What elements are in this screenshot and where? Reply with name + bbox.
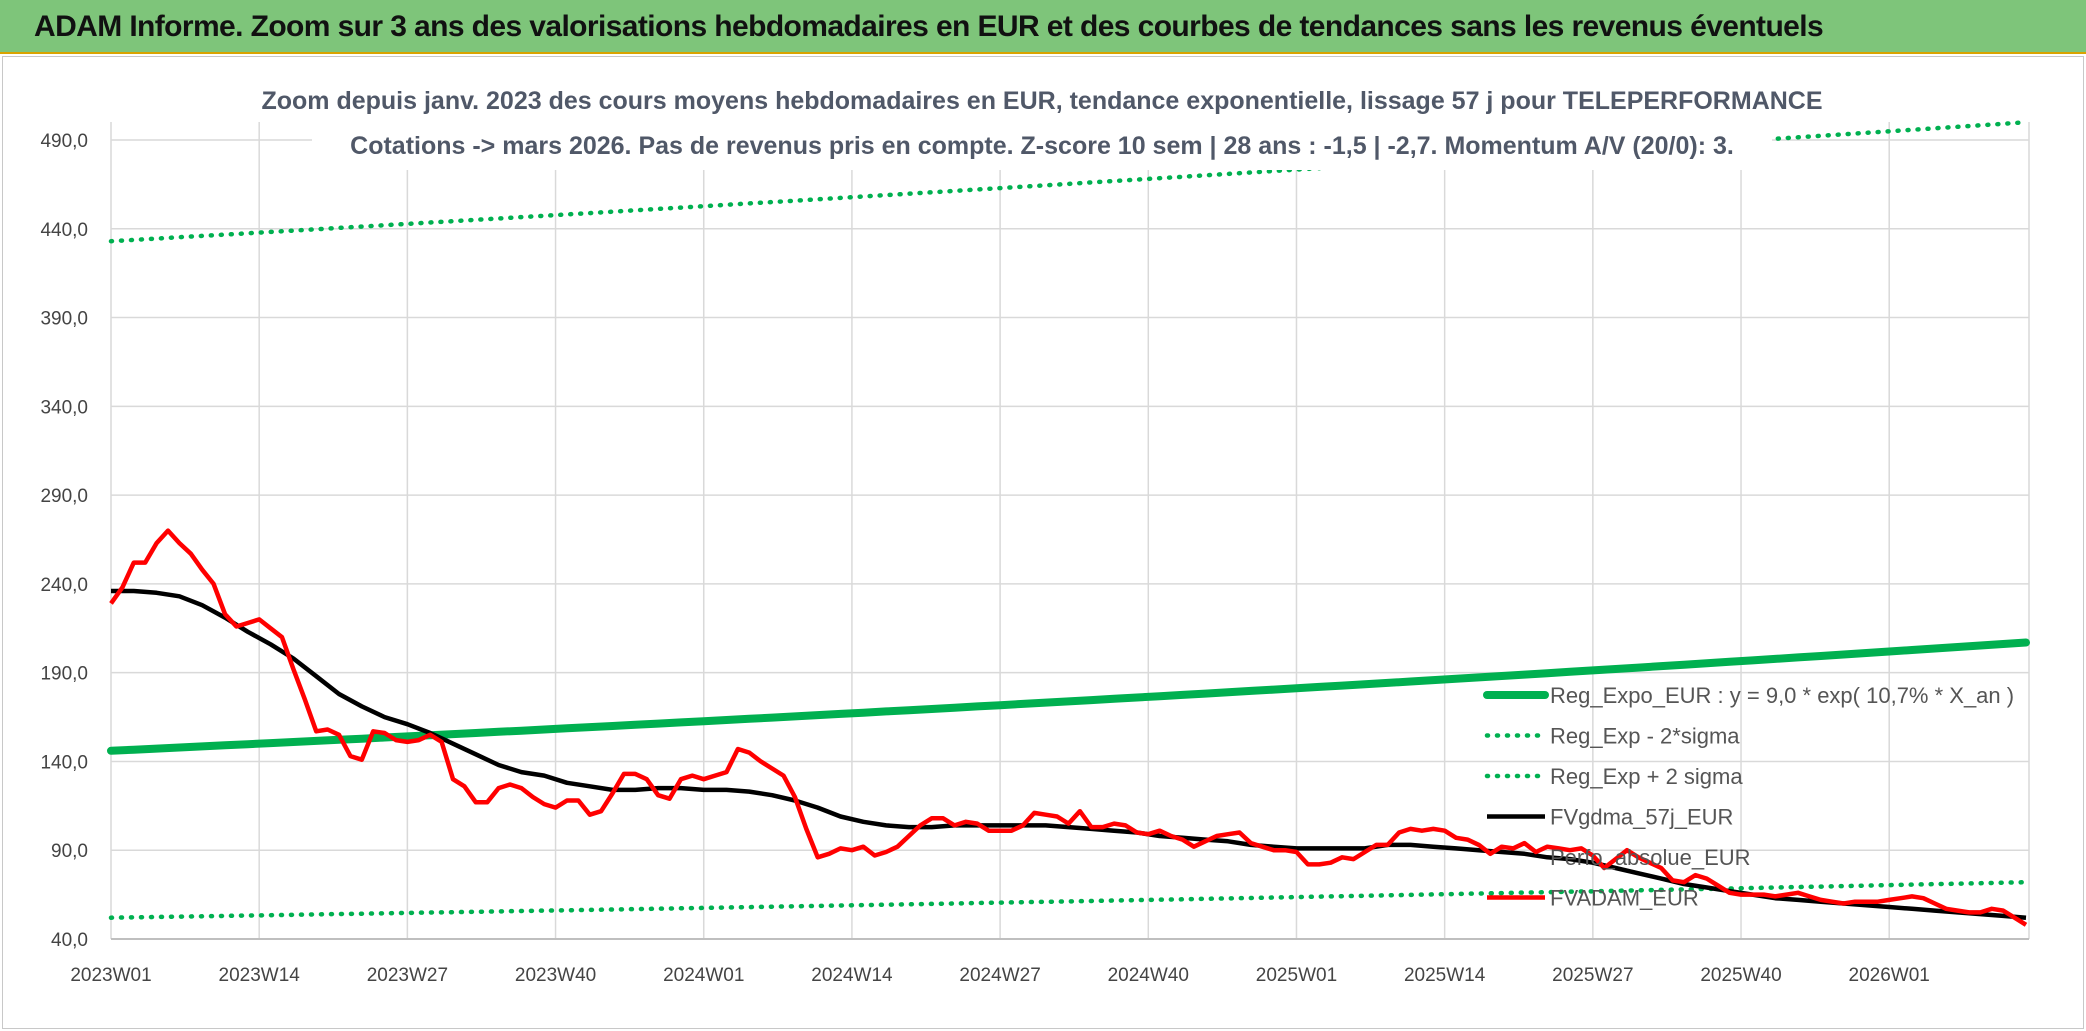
y-tick-label: 190,0 <box>40 664 88 685</box>
chart-title: Zoom depuis janv. 2023 des cours moyens … <box>261 87 1822 115</box>
y-tick-label: 240,0 <box>40 575 88 596</box>
series-reg_exp-line <box>108 879 2029 920</box>
y-tick-label: 440,0 <box>40 220 88 241</box>
x-tick-label: 2024W14 <box>811 965 893 986</box>
legend-label: FVgdma_57j_EUR <box>1550 805 1733 830</box>
chart-subtitle: Cotations -> mars 2026. Pas de revenus p… <box>350 132 1734 160</box>
y-tick-label: 390,0 <box>40 309 88 330</box>
x-tick-label: 2024W27 <box>959 965 1040 986</box>
legend: Reg_Expo_EUR : y = 9,0 * exp( 10,7% * X_… <box>1483 683 2014 911</box>
legend-label: FVADAM_EUR <box>1550 886 1699 911</box>
series-lines <box>107 119 2030 927</box>
y-tick-label: 290,0 <box>40 486 88 507</box>
x-tick-label: 2025W01 <box>1256 965 1337 986</box>
y-tick-label: 340,0 <box>40 397 88 418</box>
y-tick-label: 90,0 <box>51 841 88 862</box>
legend-label: Perfo_absolue_EUR <box>1550 845 1751 870</box>
x-tick-label: 2026W01 <box>1849 965 1930 986</box>
title-background <box>312 82 1772 170</box>
x-tick-label: 2023W01 <box>70 965 151 986</box>
x-tick-label: 2023W40 <box>515 965 596 986</box>
axis-labels: 40,0 90,0 140,0 190,0 240,0 290,0 340,0 390,0 44… <box>40 131 1929 986</box>
legend-label: Reg_Exp - 2*sigma <box>1550 724 1740 749</box>
x-tick-label: 2024W40 <box>1108 965 1189 986</box>
report-title: ADAM Informe. Zoom sur 3 ans des valoris… <box>34 10 1824 43</box>
chart-frame <box>2 56 2084 1029</box>
report-banner: ADAM Informe. Zoom sur 3 ans des valoris… <box>0 0 2086 54</box>
legend-label: Reg_Expo_EUR : y = 9,0 * exp( 10,7% * X_… <box>1550 683 2014 708</box>
x-tick-label: 2023W27 <box>367 965 448 986</box>
series-fvadam_eur-line <box>109 528 2028 927</box>
x-tick-label: 2024W01 <box>663 965 744 986</box>
x-tick-label: 2025W27 <box>1552 965 1633 986</box>
chart-title-block: Zoom depuis janv. 2023 des cours moyens … <box>261 82 1823 170</box>
x-tick-label: 2023W14 <box>219 965 301 986</box>
x-tick-label: 2025W14 <box>1404 965 1486 986</box>
legend-label: Reg_Exp + 2 sigma <box>1550 764 1743 789</box>
y-tick-label: 40,0 <box>51 930 88 951</box>
y-tick-label: 140,0 <box>40 752 88 773</box>
y-tick-label: 490,0 <box>40 131 88 152</box>
x-tick-label: 2025W40 <box>1700 965 1781 986</box>
grid-lines <box>110 122 2030 940</box>
